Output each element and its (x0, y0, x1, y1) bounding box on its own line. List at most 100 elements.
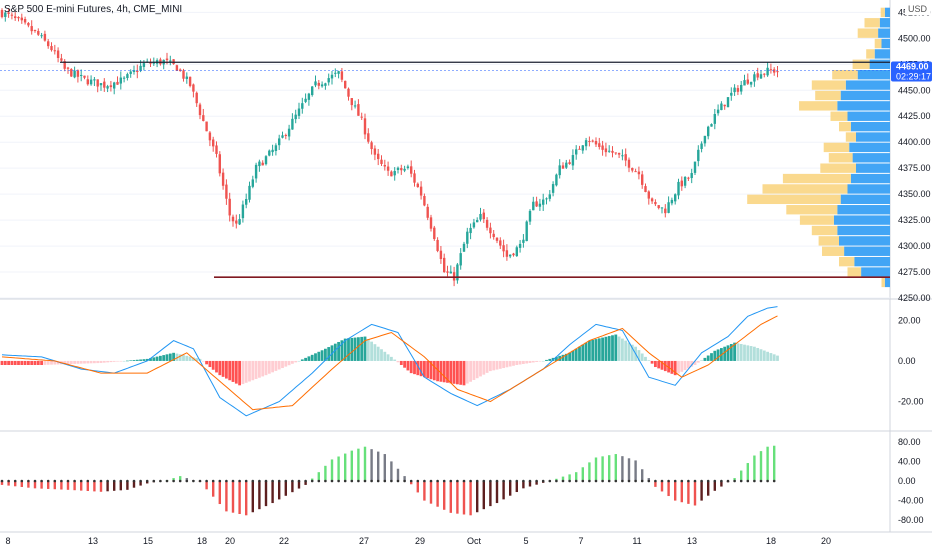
candle-body (452, 272, 456, 281)
candle-body (185, 76, 188, 79)
oscillator-zero-dot (581, 479, 585, 483)
macd-histogram-bar (762, 350, 766, 361)
candle-body (380, 159, 383, 164)
macd-histogram-bar (439, 360, 443, 382)
macd-histogram-bar (413, 360, 416, 375)
candle-body (756, 73, 759, 78)
volume-profile-bar-down (818, 236, 839, 246)
candle-body (70, 69, 73, 77)
macd-histogram-bar (756, 347, 760, 361)
oscillator-bar (324, 465, 327, 481)
oscillator-zero-dot (231, 479, 235, 483)
volume-profile-bar-up (878, 28, 890, 38)
macd-histogram-bar (162, 355, 166, 361)
candle-body (377, 153, 380, 160)
macd-histogram-bar (10, 360, 14, 365)
volume-profile-bar-down (839, 121, 851, 132)
candle-body (551, 184, 555, 193)
macd-histogram-bar (149, 358, 152, 361)
price-tick-label: 4450.00 (898, 85, 931, 95)
candle-body (142, 63, 146, 67)
candle-body (637, 171, 641, 175)
volume-profile-bar-up (879, 18, 890, 28)
macd-histogram-bar (588, 340, 591, 361)
macd-histogram-bar (317, 351, 321, 361)
macd-histogram-bar (50, 360, 53, 365)
price-tick-label: 4325.00 (898, 215, 931, 225)
oscillator-bar (60, 481, 63, 490)
oscillator-bar (218, 481, 221, 505)
candle-body (367, 133, 370, 142)
oscillator-zero-dot (766, 479, 769, 483)
macd-histogram-bar (498, 360, 502, 369)
candle-body (443, 257, 446, 273)
horizontal-levels[interactable] (0, 61, 890, 279)
oscillator-zero-dot (106, 479, 109, 483)
candle-body (641, 174, 644, 185)
candle-body (542, 199, 545, 205)
macd-histogram-bar (716, 349, 720, 361)
oscillator-bar (337, 456, 340, 481)
macd-histogram-bar (274, 360, 278, 371)
oscillator-zero-dot (746, 479, 750, 483)
chart-title[interactable]: S&P 500 E-mini Futures, 4h, CME_MINI (4, 4, 183, 15)
candle-body (17, 17, 20, 19)
candle-body (132, 70, 136, 73)
macd-histogram-bar (119, 360, 123, 362)
candle-body (53, 50, 56, 52)
price-tick-label: 4300.00 (898, 241, 931, 251)
oscillator-zero-dot (515, 479, 519, 483)
oscillator-zero-dot (40, 479, 43, 483)
volume-profile-bar-down (786, 205, 838, 215)
oscillator-bar (271, 481, 274, 504)
oscillator-zero-dot (152, 479, 156, 483)
macd-histogram-bar (324, 348, 327, 361)
oscillator-bar (330, 459, 334, 481)
volume-profile-bar-up (856, 163, 890, 173)
oscillator-bar (47, 481, 50, 489)
macd-histogram-bar (475, 360, 479, 379)
oscillator-bar (264, 481, 268, 507)
oscillator-zero-dot (634, 479, 637, 483)
oscillator-bar (561, 476, 565, 481)
oscillator-bar (535, 481, 538, 485)
macd-tick-label: -20.00 (898, 397, 924, 407)
candle-body (479, 213, 482, 220)
macd-histogram-bar (63, 360, 67, 365)
oscillator-zero-dot (297, 479, 301, 483)
macd-histogram-bar (155, 356, 159, 361)
macd-histogram-bar (284, 360, 288, 367)
macd-histogram-bar (508, 360, 512, 367)
time-tick-label: 13 (88, 536, 98, 546)
volume-profile-bar-up (837, 225, 890, 236)
oscillator-bar (627, 458, 631, 481)
candle-body (647, 191, 650, 199)
oscillator-bar (350, 450, 353, 481)
candle-body (294, 114, 297, 120)
candle-body (281, 135, 284, 138)
candle-body (337, 71, 340, 74)
price-tick-label: 4400.00 (898, 137, 931, 147)
oscillator-bar (212, 481, 215, 497)
volume-profile-bar-up (854, 256, 890, 267)
macd-histogram-bar (139, 359, 142, 361)
oscillator-zero-dot (258, 479, 261, 483)
currency-label[interactable]: USD (904, 3, 930, 15)
oscillator-bar (113, 481, 116, 491)
oscillator-bar (416, 481, 419, 493)
oscillator-bar (205, 481, 208, 490)
candle-body (426, 206, 429, 218)
macd-histogram-bar (343, 338, 347, 361)
oscillator-zero-dot (706, 479, 710, 483)
macd-histogram-bar (677, 360, 680, 374)
candle-body (462, 243, 466, 252)
oscillator-zero-dot (251, 479, 255, 483)
volume-profile-bar-up (833, 215, 890, 225)
macd-histogram-bar (538, 360, 542, 362)
oscillator-bar (172, 478, 175, 481)
candle-body (27, 22, 30, 26)
oscillator-zero-dot (172, 479, 175, 483)
candle-body (733, 87, 736, 93)
oscillator-bar (251, 481, 254, 513)
